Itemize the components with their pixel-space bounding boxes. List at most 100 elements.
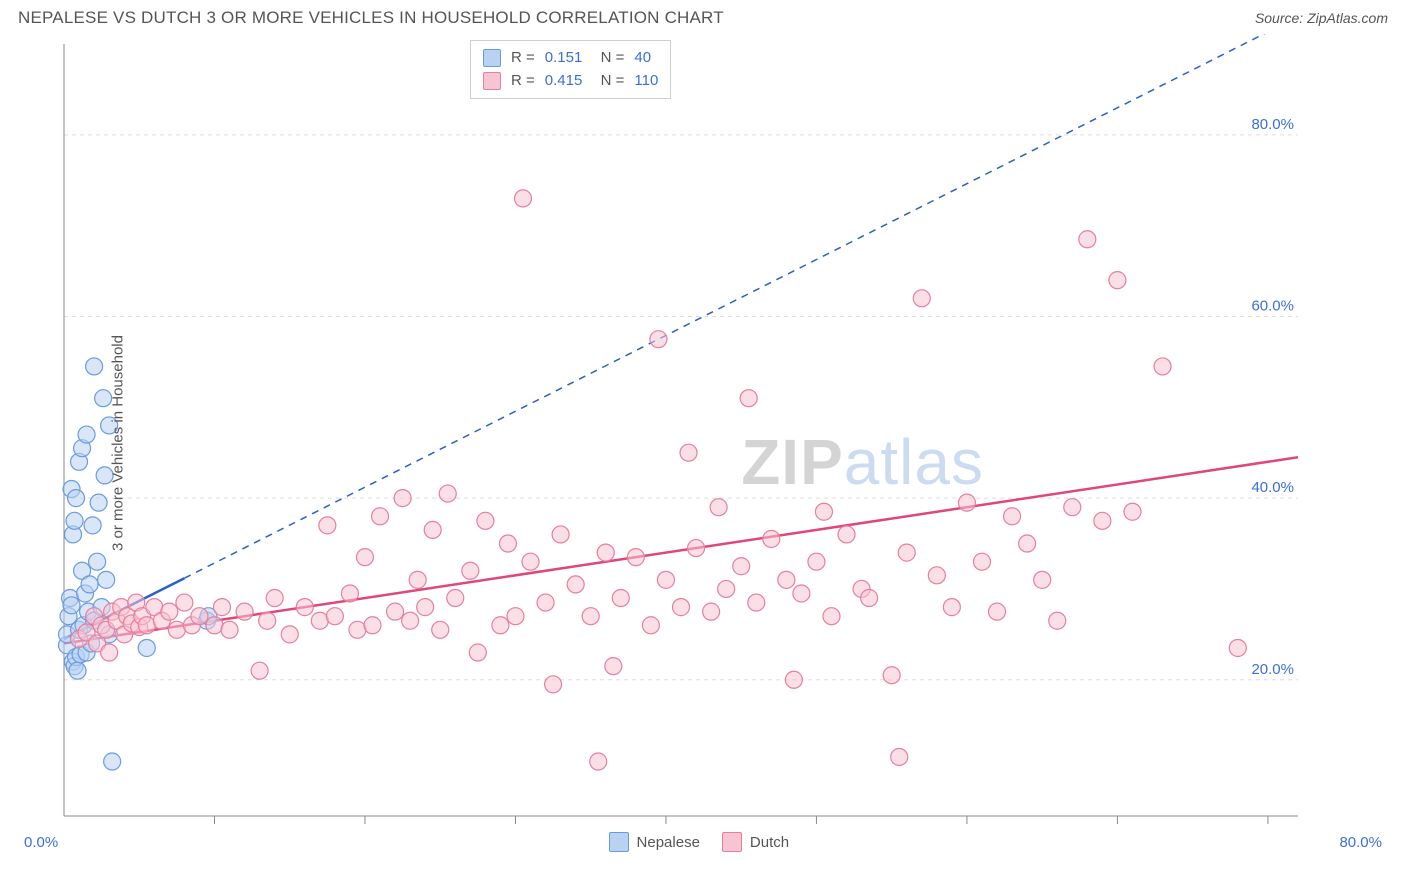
point-dutch (432, 621, 449, 638)
point-dutch (785, 671, 802, 688)
point-dutch (627, 549, 644, 566)
point-nepalese (84, 517, 101, 534)
point-dutch (191, 608, 208, 625)
point-dutch (296, 599, 313, 616)
point-dutch (439, 485, 456, 502)
point-nepalese (90, 494, 107, 511)
point-dutch (499, 535, 516, 552)
y-tick-label: 60.0% (1251, 297, 1294, 314)
point-dutch (650, 331, 667, 348)
stats-swatch-nepalese (483, 49, 501, 67)
point-dutch (214, 599, 231, 616)
point-dutch (424, 521, 441, 538)
point-dutch (1019, 535, 1036, 552)
source-prefix: Source: (1255, 10, 1307, 26)
point-dutch (1079, 231, 1096, 248)
point-dutch (1094, 512, 1111, 529)
point-dutch (492, 617, 509, 634)
x-axis-max-label: 80.0% (1339, 834, 1382, 851)
point-dutch (763, 530, 780, 547)
stats-r-value-nepalese: 0.151 (545, 47, 583, 70)
point-dutch (973, 553, 990, 570)
point-dutch (748, 594, 765, 611)
point-dutch (394, 490, 411, 507)
point-dutch (1229, 639, 1246, 656)
point-nepalese (98, 571, 115, 588)
point-dutch (989, 603, 1006, 620)
point-dutch (1004, 508, 1021, 525)
x-axis-row: 0.0% NepaleseDutch 80.0% (18, 832, 1388, 852)
point-dutch (161, 603, 178, 620)
point-dutch (567, 576, 584, 593)
trend-line-nepalese-dashed (184, 34, 1298, 578)
stats-swatch-dutch (483, 72, 501, 90)
stats-r-label: R = (511, 47, 535, 70)
point-nepalese (78, 426, 95, 443)
point-nepalese (66, 512, 83, 529)
point-dutch (1049, 612, 1066, 629)
point-dutch (1124, 503, 1141, 520)
point-dutch (176, 594, 193, 611)
point-dutch (507, 608, 524, 625)
point-dutch (168, 621, 185, 638)
point-dutch (680, 444, 697, 461)
point-dutch (778, 571, 795, 588)
legend-item-nepalese: Nepalese (609, 832, 700, 852)
point-nepalese (68, 490, 85, 507)
point-dutch (913, 290, 930, 307)
point-dutch (266, 590, 283, 607)
legend-swatch (609, 832, 629, 852)
legend-item-dutch: Dutch (722, 832, 789, 852)
source-link[interactable]: ZipAtlas.com (1307, 10, 1388, 26)
point-dutch (477, 512, 494, 529)
legend-swatch (722, 832, 742, 852)
point-dutch (372, 508, 389, 525)
point-dutch (823, 608, 840, 625)
stats-r-label: R = (511, 70, 535, 93)
scatter-chart-svg: 20.0%40.0%60.0%80.0% (18, 34, 1338, 826)
stats-n-label: N = (592, 47, 624, 70)
point-dutch (943, 599, 960, 616)
point-dutch (545, 676, 562, 693)
point-dutch (703, 603, 720, 620)
point-dutch (341, 585, 358, 602)
stats-n-value-dutch: 110 (634, 70, 658, 93)
y-tick-label: 40.0% (1251, 479, 1294, 496)
point-nepalese (63, 597, 80, 614)
point-dutch (891, 748, 908, 765)
chart-area: 3 or more Vehicles in Household 20.0%40.… (18, 34, 1388, 852)
point-dutch (733, 558, 750, 575)
point-dutch (642, 617, 659, 634)
point-dutch (1064, 499, 1081, 516)
series-legend: Nepalese Dutch (609, 832, 790, 852)
point-dutch (808, 553, 825, 570)
point-dutch (1154, 358, 1171, 375)
point-dutch (718, 580, 735, 597)
point-dutch (1034, 571, 1051, 588)
point-dutch (364, 617, 381, 634)
point-dutch (958, 494, 975, 511)
point-dutch (815, 503, 832, 520)
point-dutch (402, 612, 419, 629)
point-dutch (462, 562, 479, 579)
point-nepalese (86, 358, 103, 375)
legend-label: Dutch (750, 834, 789, 851)
point-dutch (138, 617, 155, 634)
point-dutch (710, 499, 727, 516)
correlation-stats-box: R =0.151 N =40R =0.415 N =110 (470, 40, 671, 99)
point-dutch (259, 612, 276, 629)
point-dutch (101, 644, 118, 661)
point-dutch (552, 526, 569, 543)
point-nepalese (69, 662, 86, 679)
point-dutch (597, 544, 614, 561)
chart-source: Source: ZipAtlas.com (1255, 10, 1388, 26)
point-nepalese (138, 639, 155, 656)
point-dutch (1109, 272, 1126, 289)
point-nepalese (89, 553, 106, 570)
point-dutch (356, 549, 373, 566)
stats-row-nepalese: R =0.151 N =40 (483, 47, 658, 70)
point-dutch (861, 590, 878, 607)
point-dutch (281, 626, 298, 643)
point-dutch (928, 567, 945, 584)
point-dutch (319, 517, 336, 534)
